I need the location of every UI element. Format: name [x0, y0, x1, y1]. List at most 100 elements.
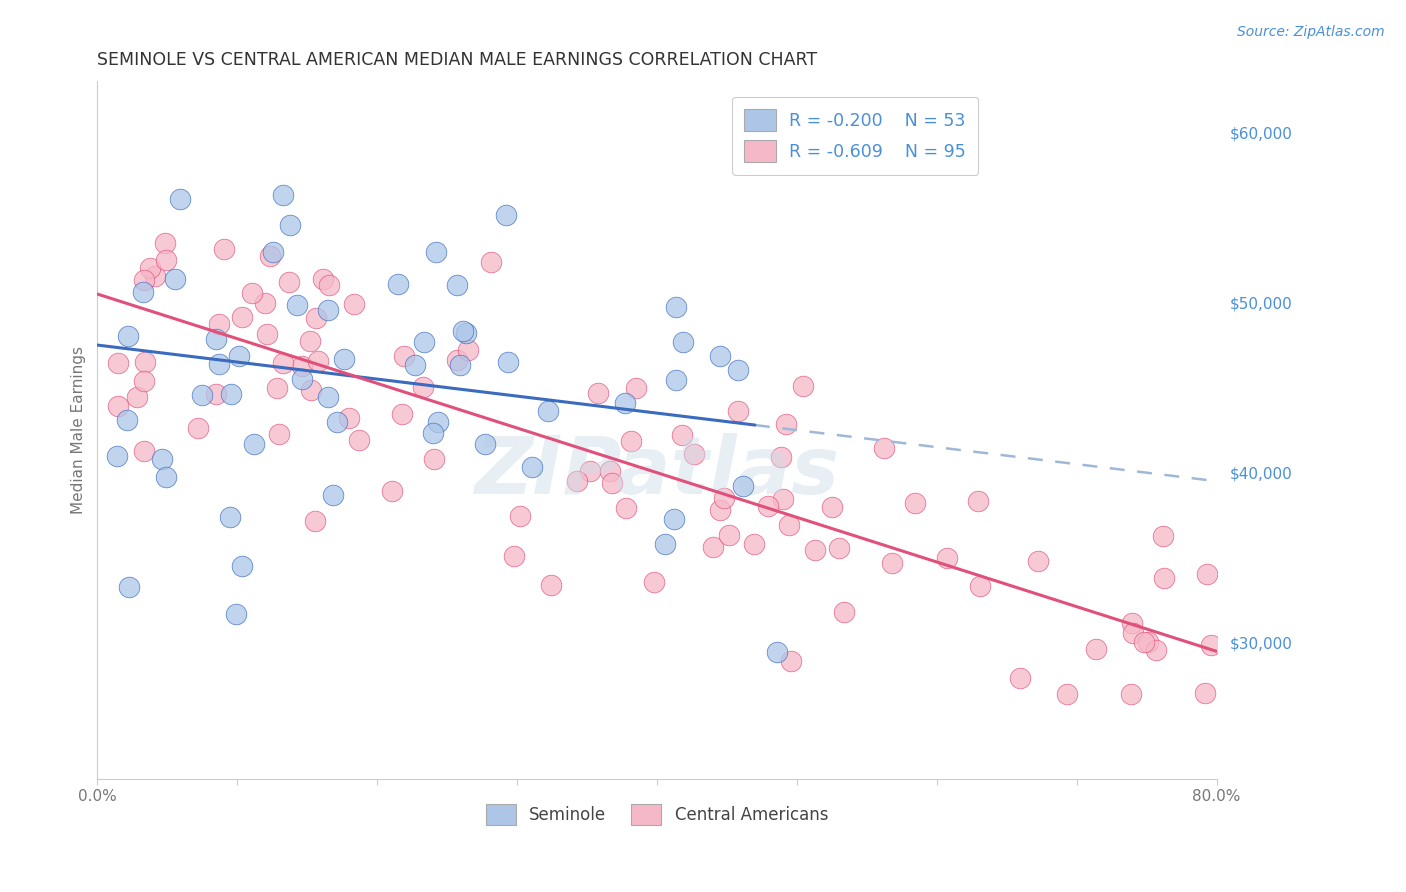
Point [702, 540, 724, 554]
Text: SEMINOLE VS CENTRAL AMERICAN MEDIAN MALE EARNINGS CORRELATION CHART: SEMINOLE VS CENTRAL AMERICAN MEDIAN MALE… [97, 51, 817, 69]
Point [613, 396, 636, 410]
Point [291, 372, 314, 386]
Text: Source: ZipAtlas.com: Source: ZipAtlas.com [1237, 25, 1385, 39]
Point [969, 579, 991, 593]
Point [727, 404, 749, 418]
Y-axis label: Median Male Earnings: Median Male Earnings [72, 346, 86, 514]
Point [273, 188, 295, 202]
Point [565, 474, 588, 488]
Point [731, 479, 754, 493]
Point [672, 334, 695, 349]
Point [882, 556, 904, 570]
Point [426, 415, 449, 429]
Point [756, 500, 779, 514]
Point [187, 420, 209, 434]
Point [307, 354, 329, 368]
Point [326, 415, 349, 429]
Point [304, 311, 326, 326]
Point [1199, 638, 1222, 652]
Point [271, 356, 294, 370]
Point [1152, 528, 1174, 542]
Point [967, 493, 990, 508]
Point [412, 335, 434, 350]
Text: ZIPatlas: ZIPatlas [474, 433, 839, 511]
Point [165, 272, 187, 286]
Point [208, 357, 231, 371]
Point [718, 528, 741, 542]
Point [153, 235, 176, 250]
Point [134, 272, 156, 286]
Point [772, 492, 794, 507]
Point [256, 326, 278, 341]
Point [208, 317, 231, 331]
Point [1153, 571, 1175, 585]
Point [259, 249, 281, 263]
Point [134, 355, 156, 369]
Point [243, 437, 266, 451]
Point [143, 268, 166, 283]
Point [132, 443, 155, 458]
Point [479, 254, 502, 268]
Point [278, 218, 301, 232]
Point [155, 470, 177, 484]
Point [832, 605, 855, 619]
Point [204, 332, 226, 346]
Point [873, 441, 896, 455]
Point [316, 302, 339, 317]
Point [766, 645, 789, 659]
Point [422, 426, 444, 441]
Point [349, 433, 371, 447]
Point [537, 404, 560, 418]
Point [231, 558, 253, 573]
Point [219, 510, 242, 524]
Point [599, 464, 621, 478]
Point [425, 244, 447, 259]
Point [709, 349, 731, 363]
Point [1144, 642, 1167, 657]
Point [654, 537, 676, 551]
Point [285, 298, 308, 312]
Point [343, 297, 366, 311]
Point [683, 447, 706, 461]
Point [269, 427, 291, 442]
Point [779, 654, 801, 668]
Point [132, 285, 155, 299]
Point [299, 334, 322, 348]
Point [150, 451, 173, 466]
Point [620, 434, 643, 449]
Point [337, 411, 360, 425]
Point [225, 607, 247, 621]
Point [769, 450, 792, 465]
Point [1084, 641, 1107, 656]
Point [253, 295, 276, 310]
Point [318, 278, 340, 293]
Point [231, 310, 253, 324]
Point [1197, 566, 1219, 581]
Point [451, 324, 474, 338]
Point [204, 387, 226, 401]
Point [422, 451, 444, 466]
Point [115, 413, 138, 427]
Point [671, 428, 693, 442]
Point [387, 277, 409, 292]
Point [665, 373, 688, 387]
Point [392, 349, 415, 363]
Point [709, 502, 731, 516]
Point [446, 353, 468, 368]
Point [778, 517, 800, 532]
Point [316, 390, 339, 404]
Point [624, 381, 647, 395]
Point [935, 550, 957, 565]
Point [662, 512, 685, 526]
Point [312, 272, 335, 286]
Point [474, 436, 496, 450]
Point [1122, 626, 1144, 640]
Point [118, 580, 141, 594]
Point [665, 301, 688, 315]
Point [1056, 687, 1078, 701]
Point [602, 475, 624, 490]
Point [127, 390, 149, 404]
Point [578, 464, 600, 478]
Point [155, 253, 177, 268]
Point [278, 275, 301, 289]
